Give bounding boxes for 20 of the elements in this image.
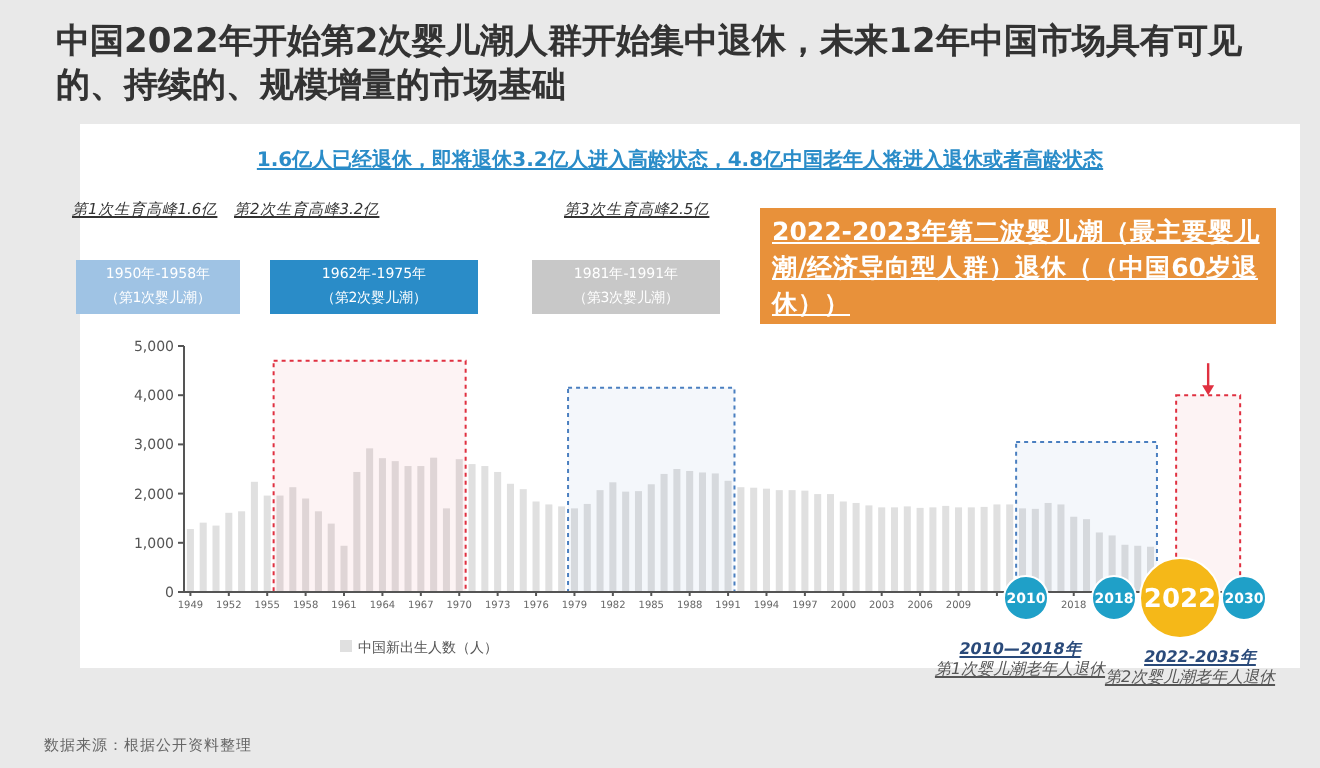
bar <box>186 529 194 592</box>
chart-subtitle: 1.6亿人已经退休，即将退休3.2亿人进入高龄状态，4.8亿中国老年人将进入退休或者高龄状态 <box>254 146 1106 174</box>
bar <box>1134 545 1142 592</box>
text: 2010—2018年 <box>957 638 1085 660</box>
text: 第1次婴儿潮老年人退休 <box>934 660 1106 678</box>
bar <box>468 464 476 592</box>
bar <box>558 506 566 592</box>
text: 2022-2023年第二波婴儿潮（最主要婴儿潮/经济导向型人群）退休（（中国60岁退休）） <box>760 208 1276 324</box>
bar <box>762 488 771 592</box>
bar <box>263 495 271 592</box>
chart-title: 中国2022年开始第2次婴儿潮人群开始集中退休，未来12年中国市场具有可见的、持续的、规模增量的市场基础 <box>56 20 1244 108</box>
bar <box>276 495 284 592</box>
text: 2022-2035年 <box>1144 648 1256 666</box>
bar <box>737 487 745 592</box>
bar <box>570 508 578 592</box>
bar <box>724 480 732 592</box>
bar <box>455 459 463 592</box>
annotation: 2022 <box>1143 585 1217 616</box>
bar <box>890 507 899 592</box>
bar <box>826 494 835 592</box>
